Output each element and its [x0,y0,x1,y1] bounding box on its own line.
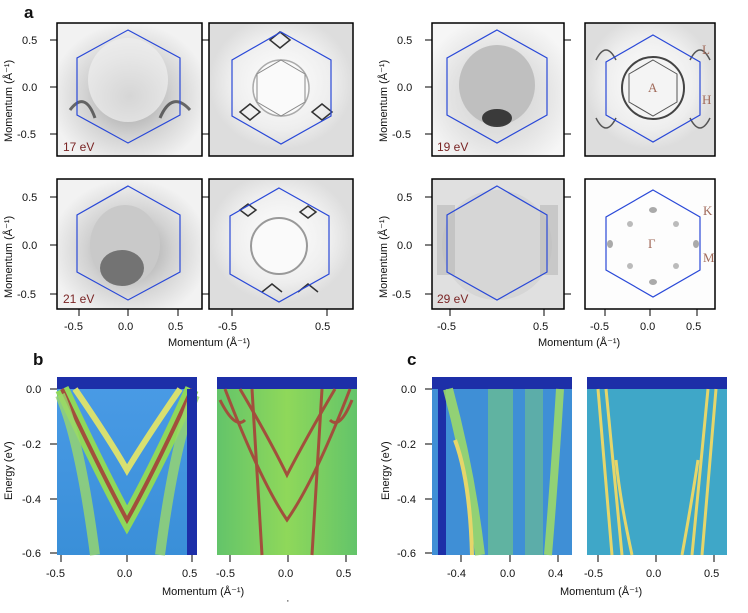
tick-label: 0.0 [397,82,412,94]
panel-label-a: a [24,3,34,22]
a-right-x-axis: -0.5 0.5 -0.5 0.0 0.5 Momentum (Å⁻¹) [437,309,701,349]
tick-label: -0.6 [397,548,416,560]
panel-b-arpes-left [55,377,200,556]
tick-label: 0.5 [22,192,37,204]
b-x-axis: -0.5 0.0 0.5 -0.5 0.0 0.5 Momentum (Å⁻¹)… [46,555,351,607]
b-ylabel: Energy (eV) [3,441,15,500]
panel-a-17ev-calc [208,22,354,157]
tick-label: -0.5 [437,321,456,333]
panel-c-calc-right [587,377,727,556]
a-right-y-axis-top: 0.5 0.0 -0.5 [392,35,432,141]
tick-label: 0.0 [646,568,661,580]
tick-label: 0.0 [500,568,515,580]
tick-label: 0.0 [401,384,416,396]
c-y-axis: 0.0 -0.2 -0.4 -0.6 Energy (eV) [380,384,432,560]
tick-label: 0.5 [533,321,548,333]
c-ylabel: Energy (eV) [380,441,392,500]
tick-label: 0.5 [168,321,183,333]
panel-a-19ev-arpes: 19 eV [431,22,565,157]
tick-label: -0.4 [447,568,466,580]
tick-label: 0.0 [640,321,655,333]
tick-label: -0.5 [392,289,411,301]
tick-label: 0.5 [22,35,37,47]
a-left-xlabel: Momentum (Å⁻¹) [168,336,250,349]
panel-a-21ev-calc [208,178,354,310]
c-x-axis: -0.4 0.0 0.4 -0.5 0.0 0.5 Momentum (Å⁻¹) [447,555,719,598]
symbol-A: A [648,80,658,95]
panel-a-17ev-arpes: 17 eV [56,22,203,157]
tick-label: -0.2 [397,439,416,451]
tick-label: -0.5 [584,568,603,580]
tick-label: 0.5 [397,192,412,204]
panel-label-c: c [407,350,416,369]
a-left-x-axis: -0.5 0.0 0.5 -0.5 0.5 Momentum (Å⁻¹) [64,309,330,349]
a-left-y-axis-bottom: 0.5 0.0 -0.5 [17,192,57,301]
panel-a-29ev-calc: K Γ M [584,178,716,310]
tick-label: -0.5 [216,568,235,580]
tick-label: -0.6 [22,548,41,560]
panel-c-arpes-left [432,377,572,556]
panel-a-29ev-arpes: 29 eV [431,178,565,310]
a-left-y-axis-top: 0.5 0.0 -0.5 [17,35,57,141]
energy-label-19ev: 19 eV [437,140,468,154]
tick-label: 0.5 [704,568,719,580]
a-right-xlabel: Momentum (Å⁻¹) [538,336,620,349]
tick-label: 0.4 [548,568,563,580]
tick-label: 0.0 [397,240,412,252]
symbol-M: M [703,250,715,265]
tick-label: 0.0 [22,82,37,94]
panel-b-calc-right [217,377,357,556]
tick-label: 0.0 [117,568,132,580]
panel-label-b: b [33,350,43,369]
symbol-L: L [702,42,710,57]
a-right-y-axis-bottom: 0.5 0.0 -0.5 [392,192,432,301]
stray-mark: · [286,595,290,607]
a-right-top-ylabel: Momentum (Å⁻¹) [377,60,390,142]
symbol-H: H [702,92,711,107]
a-right-bottom-ylabel: Momentum (Å⁻¹) [377,216,390,298]
tick-label: -0.4 [397,494,416,506]
energy-label-21ev: 21 eV [63,292,94,306]
c-xlabel: Momentum (Å⁻¹) [560,585,642,598]
a-left-top-ylabel: Momentum (Å⁻¹) [2,60,15,142]
panel-a-19ev-calc: L A H [584,22,716,157]
tick-label: -0.2 [22,439,41,451]
tick-label: 0.0 [22,240,37,252]
tick-label: -0.5 [17,129,36,141]
tick-label: 0.5 [315,321,330,333]
symbol-Gamma: Γ [648,236,656,251]
tick-label: 0.0 [278,568,293,580]
tick-label: -0.4 [22,494,41,506]
panel-a-21ev-arpes: 21 eV [56,178,203,310]
tick-label: -0.5 [392,129,411,141]
tick-label: 0.5 [397,35,412,47]
tick-label: -0.5 [218,321,237,333]
tick-label: 0.0 [118,321,133,333]
tick-label: 0.5 [182,568,197,580]
tick-label: -0.5 [590,321,609,333]
tick-label: -0.5 [46,568,65,580]
tick-label: 0.0 [26,384,41,396]
a-left-bottom-ylabel: Momentum (Å⁻¹) [2,216,15,298]
b-y-axis: 0.0 -0.2 -0.4 -0.6 Energy (eV) [3,384,57,560]
tick-label: 0.5 [686,321,701,333]
tick-label: -0.5 [64,321,83,333]
symbol-K: K [703,203,713,218]
tick-label: 0.5 [336,568,351,580]
tick-label: -0.5 [17,289,36,301]
b-xlabel: Momentum (Å⁻¹) [162,585,244,598]
energy-label-17ev: 17 eV [63,140,94,154]
energy-label-29ev: 29 eV [437,292,468,306]
